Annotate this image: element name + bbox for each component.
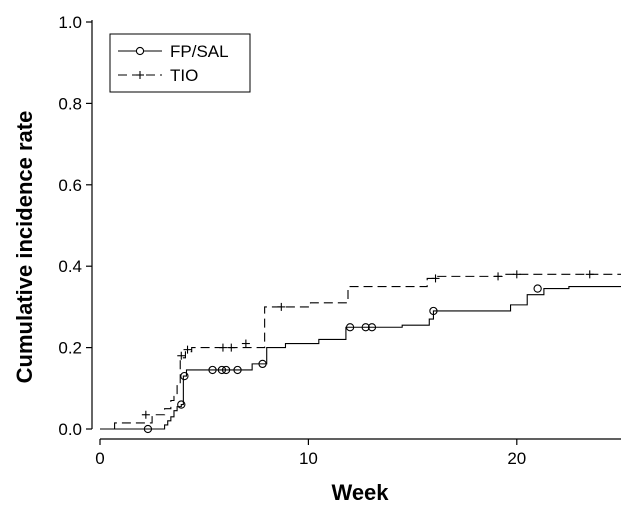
censor-marker [585, 270, 594, 279]
censor-marker [233, 365, 242, 375]
x-axis-title: Week [331, 480, 389, 505]
legend-label: TIO [170, 66, 198, 85]
censor-marker [208, 365, 217, 375]
censor-marker [512, 270, 521, 279]
censor-marker [277, 302, 286, 311]
censor-marker [431, 274, 440, 283]
series-tio [100, 270, 621, 430]
legend-label: FP/SAL [170, 42, 229, 61]
y-tick-label: 0.0 [58, 420, 82, 439]
y-axis: 0.0 0.2 0.4 0.6 0.8 1.0 [58, 13, 93, 439]
y-tick-label: 0.6 [58, 176, 82, 195]
censor-marker [141, 410, 150, 419]
censor-marker [183, 345, 192, 354]
censor-marker [241, 339, 250, 348]
censor-marker [361, 323, 370, 332]
x-tick-label: 0 [95, 449, 104, 468]
censor-marker [227, 343, 236, 352]
censor-marker [218, 343, 227, 352]
series-fp-sal [100, 284, 621, 434]
y-tick-label: 0.4 [58, 257, 82, 276]
censor-marker [177, 400, 186, 409]
censor-marker [221, 365, 231, 375]
legend: FP/SAL TIO [109, 33, 251, 93]
censor-marker [345, 323, 355, 332]
censor-marker [494, 272, 503, 281]
x-tick-label: 10 [299, 449, 318, 468]
censor-marker [217, 365, 227, 375]
y-tick-label: 0.8 [58, 94, 82, 113]
censor-marker [143, 424, 153, 434]
series-line [100, 286, 621, 430]
censor-marker [258, 359, 267, 369]
censor-marker [429, 306, 438, 316]
censor-marker [367, 323, 377, 332]
legend-item: TIO [118, 66, 198, 85]
x-axis: 0 10 20 [95, 438, 621, 468]
censor-marker [180, 371, 189, 381]
plot-area [100, 270, 621, 434]
y-axis-title: Cumulative incidence rate [12, 111, 37, 384]
legend-box [109, 33, 251, 93]
y-tick-label: 1.0 [58, 13, 82, 32]
censor-marker [533, 284, 542, 293]
series-line [100, 273, 621, 430]
censor-marker [177, 351, 186, 360]
y-tick-label: 0.2 [58, 339, 82, 358]
x-tick-label: 20 [507, 449, 526, 468]
legend-item: FP/SAL [118, 42, 229, 61]
